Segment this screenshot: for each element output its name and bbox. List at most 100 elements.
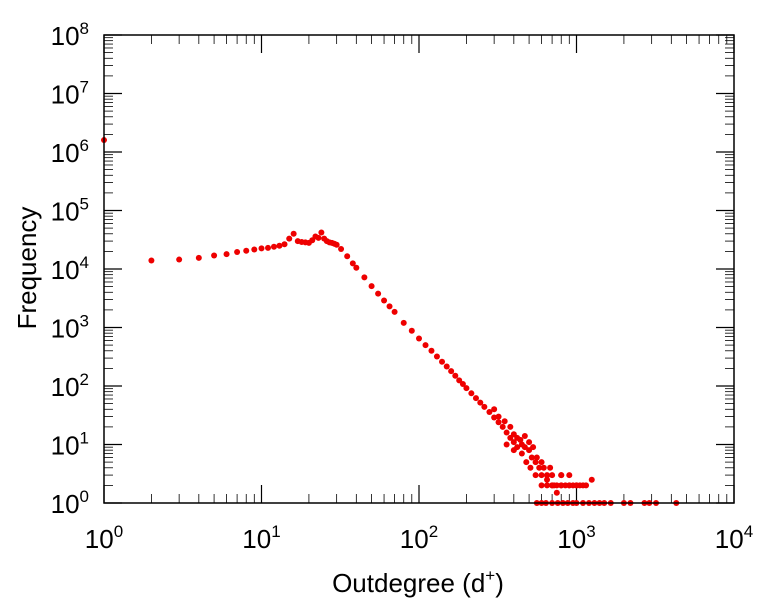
data-point bbox=[433, 353, 440, 360]
data-point bbox=[576, 482, 583, 489]
plot-area-background bbox=[104, 35, 734, 503]
data-point bbox=[258, 245, 265, 252]
data-point bbox=[148, 257, 155, 264]
data-point bbox=[538, 472, 545, 479]
data-point bbox=[533, 454, 540, 461]
data-point bbox=[195, 254, 202, 261]
data-point bbox=[344, 253, 351, 260]
data-point bbox=[375, 290, 382, 297]
data-point bbox=[553, 482, 560, 489]
y-tick-base: 10 bbox=[51, 314, 80, 344]
data-point bbox=[333, 241, 340, 248]
data-point bbox=[503, 441, 510, 448]
y-tick-exponent: 2 bbox=[80, 370, 89, 389]
y-tick-base: 10 bbox=[51, 431, 80, 461]
data-point bbox=[558, 482, 565, 489]
x-tick-base: 10 bbox=[715, 524, 744, 554]
y-tick-exponent: 4 bbox=[80, 253, 89, 272]
x-tick-exponent: 3 bbox=[586, 522, 595, 541]
y-tick-base: 10 bbox=[51, 138, 80, 168]
data-point bbox=[526, 439, 533, 446]
y-tick-base: 10 bbox=[51, 372, 80, 402]
minor-ticks bbox=[104, 35, 734, 503]
data-point bbox=[558, 472, 565, 479]
data-point bbox=[477, 399, 484, 406]
data-point bbox=[588, 476, 595, 483]
data-point bbox=[553, 489, 560, 496]
data-point bbox=[499, 423, 506, 430]
x-tick-base: 10 bbox=[85, 524, 114, 554]
data-point bbox=[428, 347, 435, 354]
data-point bbox=[290, 230, 297, 237]
y-tick-label: 106 bbox=[51, 136, 89, 168]
data-point bbox=[400, 319, 407, 326]
y-tick-exponent: 1 bbox=[80, 429, 89, 448]
data-point bbox=[422, 342, 429, 349]
y-tick-label: 107 bbox=[51, 78, 89, 110]
data-point bbox=[439, 358, 446, 365]
data-point bbox=[491, 406, 498, 413]
data-point bbox=[507, 423, 514, 430]
data-point bbox=[281, 241, 288, 248]
x-tick-labels: 100 101 102 103 104 bbox=[85, 522, 753, 554]
data-point bbox=[361, 274, 368, 281]
y-tick-label: 105 bbox=[51, 195, 89, 227]
data-point bbox=[510, 447, 517, 454]
x-tick-label: 100 bbox=[85, 522, 123, 554]
data-point bbox=[286, 235, 293, 242]
y-tick-label: 108 bbox=[51, 19, 89, 51]
data-point bbox=[456, 377, 463, 384]
data-point bbox=[416, 335, 422, 342]
x-axis-label: Outdegree (d+) bbox=[332, 566, 504, 598]
x-tick-exponent: 2 bbox=[429, 522, 438, 541]
data-point bbox=[452, 372, 459, 379]
data-point bbox=[510, 439, 517, 446]
data-point bbox=[530, 444, 537, 451]
data-point bbox=[536, 464, 543, 471]
data-point bbox=[481, 403, 488, 410]
data-point bbox=[547, 464, 554, 471]
data-point bbox=[544, 472, 551, 479]
x-tick-base: 10 bbox=[400, 524, 429, 554]
x-tick-label: 103 bbox=[557, 522, 595, 554]
data-point bbox=[353, 264, 360, 271]
data-point bbox=[544, 482, 551, 489]
y-tick-exponent: 7 bbox=[80, 78, 89, 97]
x-tick-label: 102 bbox=[400, 522, 438, 554]
data-point bbox=[468, 390, 475, 397]
data-point bbox=[448, 368, 455, 375]
y-tick-label: 104 bbox=[51, 253, 89, 285]
y-tick-exponent: 5 bbox=[80, 195, 89, 214]
data-point bbox=[211, 252, 218, 259]
data-point bbox=[391, 308, 398, 315]
data-point bbox=[538, 482, 545, 489]
data-point bbox=[408, 327, 415, 334]
data-point bbox=[176, 256, 183, 263]
y-tick-base: 10 bbox=[51, 21, 80, 51]
data-point bbox=[381, 297, 388, 304]
data-point bbox=[223, 251, 230, 258]
x-tick-exponent: 4 bbox=[744, 522, 753, 541]
data-point bbox=[527, 464, 534, 471]
data-point bbox=[501, 418, 508, 425]
data-point bbox=[276, 242, 283, 249]
data-point bbox=[503, 429, 510, 436]
y-tick-label: 101 bbox=[51, 429, 89, 461]
y-tick-exponent: 8 bbox=[80, 19, 89, 38]
data-point bbox=[318, 229, 325, 236]
y-tick-label: 103 bbox=[51, 312, 89, 344]
y-tick-base: 10 bbox=[51, 80, 80, 110]
major-ticks bbox=[103, 34, 735, 504]
data-point bbox=[521, 432, 528, 439]
data-point bbox=[521, 444, 528, 451]
data-point bbox=[349, 260, 356, 267]
y-tick-label: 102 bbox=[51, 370, 89, 402]
data-point bbox=[338, 245, 345, 252]
x-tick-base: 10 bbox=[557, 524, 586, 554]
y-tick-exponent: 6 bbox=[80, 136, 89, 155]
y-tick-base: 10 bbox=[51, 197, 80, 227]
data-point bbox=[583, 482, 590, 489]
data-point bbox=[486, 408, 493, 415]
data-point bbox=[538, 459, 545, 466]
data-point bbox=[549, 482, 556, 489]
